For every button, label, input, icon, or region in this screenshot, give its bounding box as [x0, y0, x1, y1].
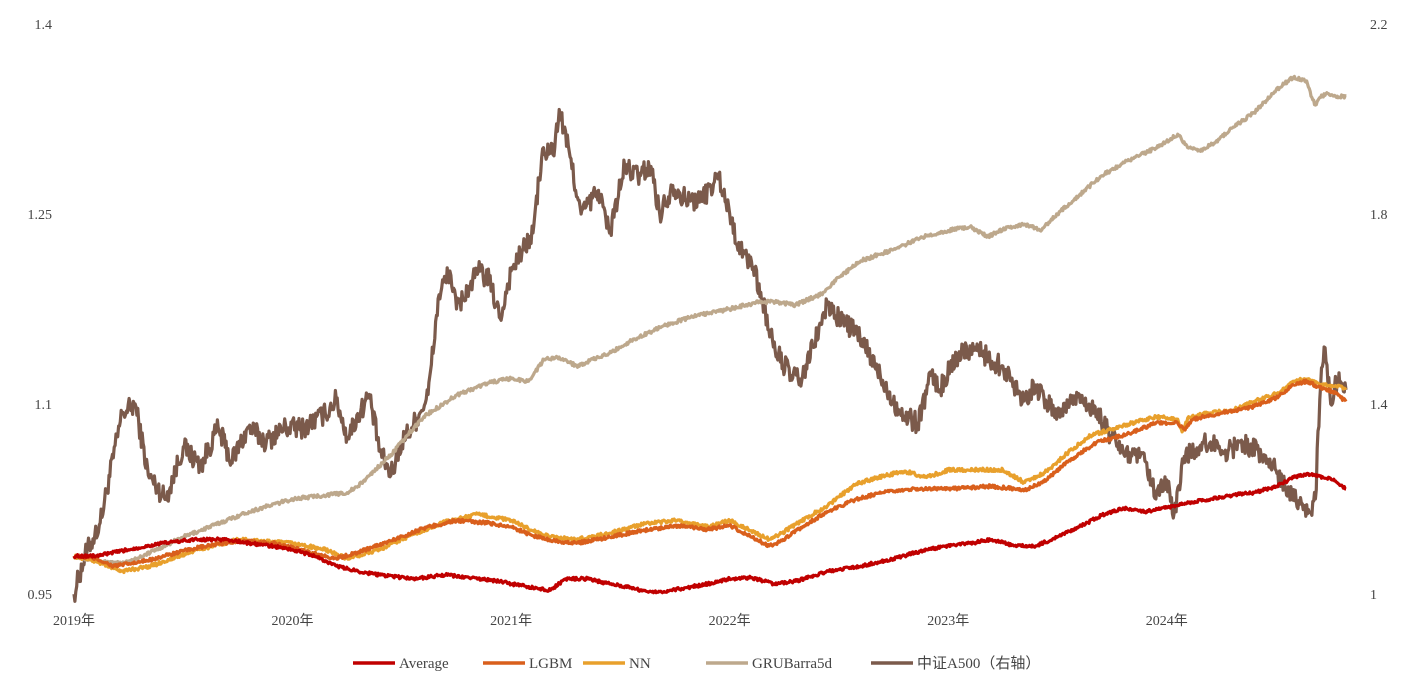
left-y-tick-label: 1.1 [35, 398, 53, 413]
x-tick-label: 2024年 [1146, 613, 1188, 629]
legend: Average LGBM NN GRUBarra5d 中证A500（右轴） [353, 655, 1040, 672]
right-y-tick-label: 1.8 [1370, 208, 1388, 223]
series-line-3 [72, 378, 1348, 569]
x-tick-label: 2020年 [272, 613, 314, 629]
series-line-0 [72, 107, 1348, 603]
series-line-4 [72, 471, 1347, 595]
legend-label: GRUBarra5d [752, 656, 832, 672]
right-y-tick-label: 1.4 [1370, 398, 1388, 413]
x-axis: 2019年 2020年 2021年 2022年 2023年 2024年 [53, 613, 1188, 629]
x-tick-label: 2023年 [927, 613, 969, 629]
left-y-axis: 0.95 1.1 1.25 1.4 [28, 18, 53, 603]
left-y-tick-label: 0.95 [28, 588, 53, 603]
x-tick-label: 2022年 [709, 613, 751, 629]
right-y-tick-label: 2.2 [1370, 18, 1388, 33]
left-y-tick-label: 1.25 [28, 208, 53, 223]
right-y-tick-label: 1 [1370, 588, 1377, 603]
series-line-1 [72, 74, 1347, 566]
legend-label: NN [629, 656, 651, 672]
plot-area [72, 74, 1348, 603]
legend-label: 中证A500（右轴） [917, 655, 1040, 672]
x-tick-label: 2019年 [53, 613, 95, 629]
legend-label: LGBM [529, 656, 572, 672]
legend-label: Average [399, 656, 449, 672]
x-tick-label: 2021年 [490, 613, 532, 629]
left-y-tick-label: 1.4 [35, 18, 53, 33]
right-y-axis: 1 1.4 1.8 2.2 [1370, 18, 1388, 603]
